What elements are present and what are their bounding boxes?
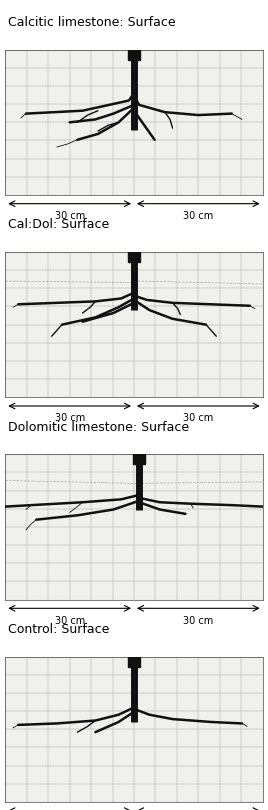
Bar xyxy=(128,657,140,667)
Text: Control: Surface: Control: Surface xyxy=(8,623,109,636)
Text: Cal:Dol: Surface: Cal:Dol: Surface xyxy=(8,219,109,232)
Text: Dolomitic limestone: Surface: Dolomitic limestone: Surface xyxy=(8,420,189,433)
Text: 30 cm: 30 cm xyxy=(183,413,213,424)
Text: 30 cm: 30 cm xyxy=(55,616,85,625)
Text: 30 cm: 30 cm xyxy=(183,616,213,625)
Text: 30 cm: 30 cm xyxy=(183,211,213,221)
Text: 30 cm: 30 cm xyxy=(55,211,85,221)
Text: Calcitic limestone: Surface: Calcitic limestone: Surface xyxy=(8,16,176,29)
Bar xyxy=(133,454,145,464)
Text: 30 cm: 30 cm xyxy=(55,413,85,424)
Bar xyxy=(128,49,140,60)
Bar xyxy=(128,252,140,262)
